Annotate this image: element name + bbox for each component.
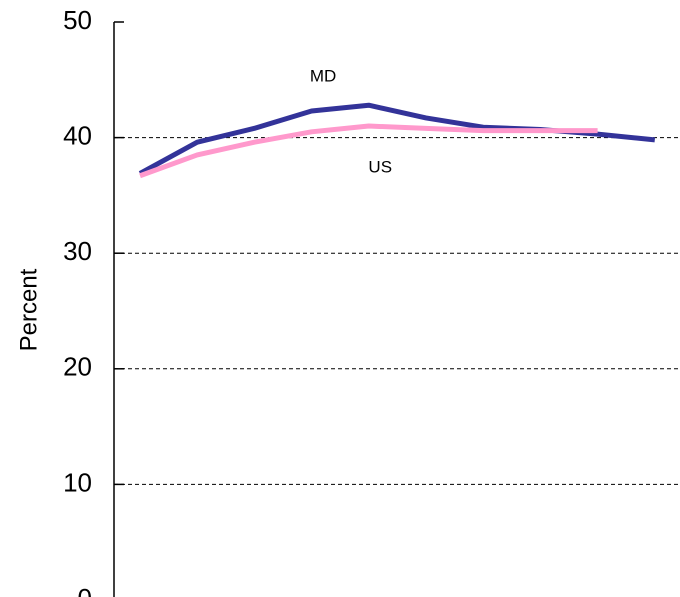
y-axis-label: Percent xyxy=(15,268,42,351)
series-line xyxy=(138,102,656,176)
series-label: MD xyxy=(310,66,336,85)
series-label: US xyxy=(368,158,392,177)
y-tick-label: 30 xyxy=(63,236,92,266)
series-line xyxy=(139,123,598,179)
y-tick-label: 50 xyxy=(63,5,92,35)
y-tick-label: 20 xyxy=(63,352,92,382)
y-tick-label: 40 xyxy=(63,120,92,150)
y-tick-label: 10 xyxy=(63,467,92,497)
y-tick-label: 0 xyxy=(78,583,92,597)
